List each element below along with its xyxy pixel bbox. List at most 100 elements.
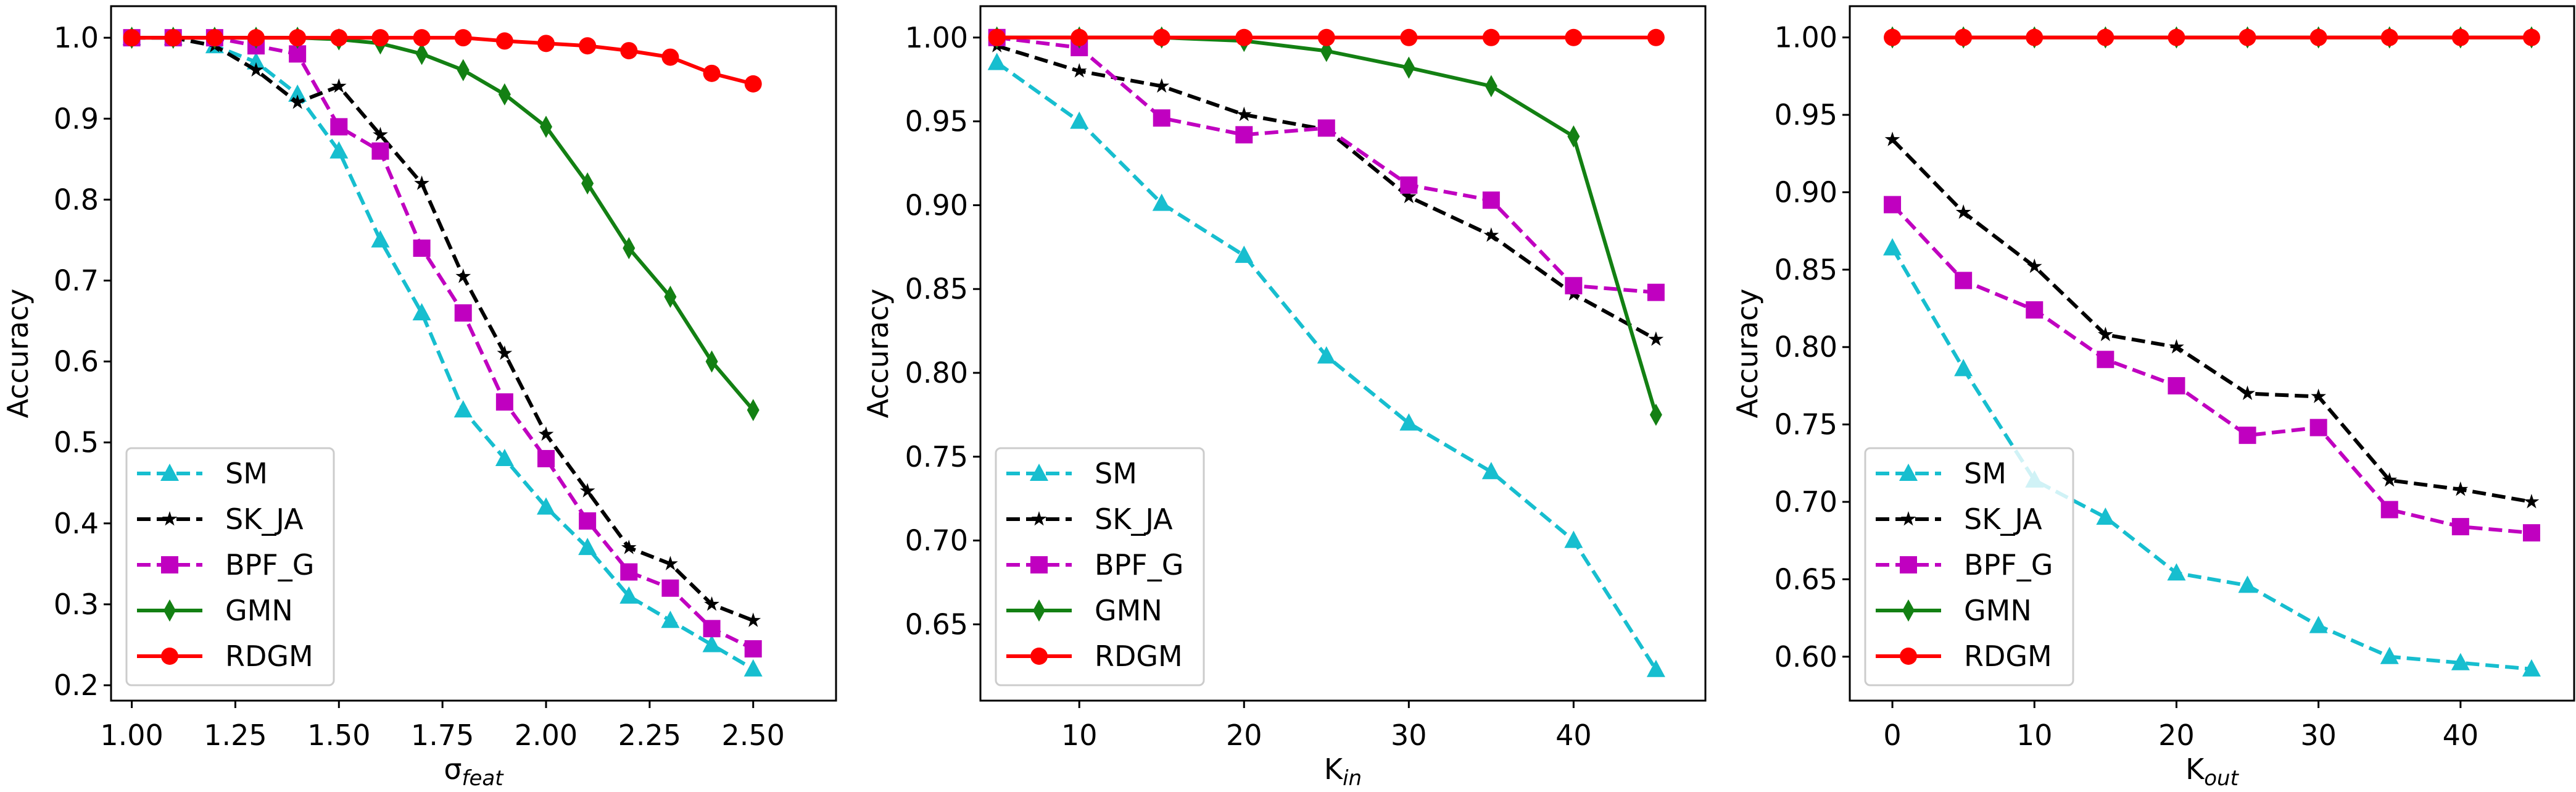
legend-label: RDGM: [1964, 640, 2052, 673]
data-point: [2309, 28, 2327, 46]
data-point: [164, 29, 182, 47]
legend-label: SM: [1095, 457, 1137, 490]
x-tick-label: 10: [1061, 719, 1098, 752]
legend-entry-bpf_g: BPF_G: [1876, 548, 2053, 581]
y-tick-label: 0.65: [1775, 562, 1837, 596]
data-point: [2026, 28, 2044, 46]
data-point: [1955, 272, 1973, 290]
data-point: [2238, 427, 2256, 444]
data-point: [1649, 403, 1662, 426]
data-point: [497, 345, 513, 360]
data-point: [579, 512, 597, 530]
legend-marker: [160, 464, 179, 481]
data-point: [2168, 28, 2185, 46]
legend-entry-gmn: GMN: [1006, 594, 1162, 627]
x-tick-label: 40: [1555, 719, 1592, 752]
data-point: [1565, 277, 1583, 294]
data-point: [1399, 413, 1418, 431]
data-point: [2238, 28, 2256, 46]
series-line: [131, 36, 755, 671]
y-tick-label: 0.80: [1775, 330, 1837, 364]
legend-entry-sm: SM: [137, 457, 268, 490]
data-point: [987, 52, 1006, 70]
data-point: [2309, 615, 2328, 633]
data-point: [663, 556, 678, 570]
series-line: [131, 36, 754, 86]
data-point: [661, 48, 679, 66]
y-tick-label: 0.90: [1775, 175, 1837, 209]
data-point: [1647, 283, 1665, 301]
legend-label: RDGM: [1095, 640, 1183, 673]
chart-3: 0 10 20 30 40 0.60 0.65 0.70 0.75 0.80 0.85 0.90 0.9…: [1731, 5, 2575, 791]
data-point: [1954, 359, 1973, 377]
data-point: [2097, 28, 2114, 46]
data-point: [664, 285, 677, 308]
data-point: [2026, 258, 2042, 273]
data-point: [1071, 28, 1088, 46]
data-point: [2168, 377, 2185, 394]
legend-entry-sm: SM: [1006, 457, 1137, 490]
y-tick-label: 1.0: [54, 21, 99, 54]
legend-marker: [164, 599, 176, 622]
data-point: [2240, 385, 2255, 400]
data-point: [1646, 659, 1665, 677]
legend-entry-bpf_g: BPF_G: [1006, 548, 1183, 581]
data-point: [454, 29, 472, 47]
legend-label: BPF_G: [225, 548, 314, 581]
data-point: [413, 240, 431, 257]
data-point: [1235, 28, 1253, 46]
y-tick-label: 0.75: [1775, 408, 1837, 441]
legend-marker: [1900, 648, 1917, 665]
data-point: [1236, 106, 1252, 122]
data-point: [1317, 119, 1335, 137]
data-point: [2522, 28, 2540, 46]
data-point: [329, 141, 349, 159]
legend-label: BPF_G: [1095, 548, 1183, 581]
legend-label: SM: [225, 457, 268, 490]
data-point: [620, 563, 638, 581]
legend: SM SK_JA BPF_G GMN RDGM: [125, 447, 335, 686]
series-line: [1891, 247, 2532, 671]
x-tick-label: 2.25: [618, 719, 681, 752]
data-point: [743, 659, 763, 677]
plot-frame: [110, 5, 837, 702]
data-point: [1883, 238, 1902, 256]
data-point: [123, 29, 141, 47]
legend-entry-rdgm: RDGM: [1006, 640, 1183, 673]
data-point: [2451, 28, 2469, 46]
y-tick-label: 0.95: [905, 105, 968, 138]
data-point: [581, 172, 594, 195]
legend-box: [995, 447, 1205, 686]
legend-label: SM: [1964, 457, 2007, 490]
legend-marker: [1030, 556, 1048, 573]
legend-marker: [1033, 599, 1045, 622]
data-point: [2380, 28, 2398, 46]
data-point: [620, 42, 638, 60]
data-point: [1564, 530, 1583, 548]
y-axis-label: Accuracy: [1731, 288, 1764, 418]
y-tick-label: 0.85: [905, 272, 968, 306]
data-point: [2382, 472, 2398, 487]
legend-label: GMN: [225, 594, 293, 627]
data-point: [1402, 56, 1415, 79]
legend-entry-sk_ja: SK_JA: [1006, 502, 1173, 536]
series-sk_ja: [1884, 131, 2540, 509]
legend: SM SK_JA BPF_G GMN RDGM: [995, 447, 1205, 686]
legend-label: SK_JA: [1964, 502, 2042, 536]
legend-entry-sm: SM: [1876, 457, 2007, 490]
x-axis-label-subscript: feat: [462, 766, 505, 791]
data-point: [1401, 188, 1417, 204]
legend-marker: [1031, 511, 1047, 526]
x-tick-label: 0: [1883, 719, 1901, 752]
data-point: [619, 586, 639, 604]
chart-2: 10 20 30 40 0.65 0.70 0.75 0.80 0.85 0.90 0.95 1.00…: [861, 5, 1707, 791]
legend-box: [1864, 447, 2074, 686]
data-point: [2097, 351, 2114, 369]
data-point: [745, 612, 761, 627]
data-point: [454, 304, 472, 322]
x-tick-label: 10: [2016, 719, 2053, 752]
data-point: [248, 62, 264, 77]
x-axis-label-main: σ: [444, 752, 462, 786]
y-tick-label: 0.75: [905, 440, 968, 473]
